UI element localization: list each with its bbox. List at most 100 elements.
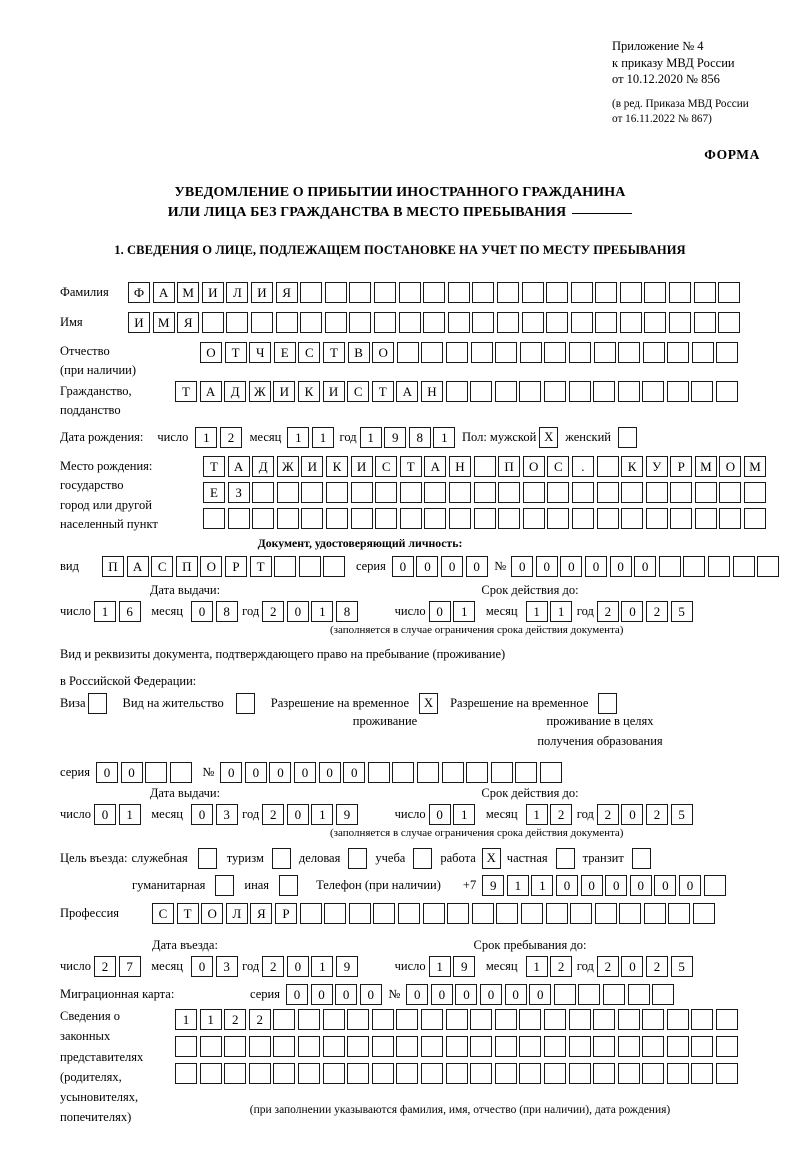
char-cell[interactable] <box>250 312 273 333</box>
char-cell[interactable] <box>644 312 667 333</box>
char-cell[interactable]: С <box>151 556 174 577</box>
char-cell[interactable]: 9 <box>384 427 407 448</box>
char-cell[interactable] <box>571 482 594 503</box>
char-cell[interactable]: 1 <box>94 601 117 622</box>
char-cell[interactable]: 0 <box>621 956 644 977</box>
char-cell[interactable] <box>546 312 569 333</box>
char-cell[interactable] <box>273 1009 296 1030</box>
char-cell[interactable]: 1 <box>175 1009 197 1030</box>
char-cell[interactable] <box>297 1036 320 1057</box>
char-cell[interactable]: 0 <box>560 556 583 577</box>
char-cell[interactable]: М <box>152 312 175 333</box>
char-cell[interactable]: 2 <box>224 1009 247 1030</box>
char-cell[interactable]: С <box>375 456 398 477</box>
char-cell[interactable]: 1 <box>453 804 476 825</box>
char-cell[interactable]: 0 <box>294 762 317 783</box>
char-cell[interactable] <box>274 556 297 577</box>
char-cell[interactable] <box>716 1009 739 1030</box>
char-cell[interactable] <box>691 342 714 363</box>
char-cell[interactable]: 7 <box>118 956 141 977</box>
purpose-humanitarian-checkbox[interactable] <box>215 875 235 896</box>
char-cell[interactable] <box>519 1009 542 1030</box>
char-cell[interactable]: 3 <box>215 804 238 825</box>
char-cell[interactable] <box>570 903 593 924</box>
char-cell[interactable] <box>397 903 420 924</box>
char-cell[interactable]: 0 <box>286 804 309 825</box>
char-cell[interactable] <box>373 282 396 303</box>
char-cell[interactable] <box>595 282 618 303</box>
char-cell[interactable] <box>473 456 496 477</box>
char-cell[interactable]: Н <box>420 381 443 402</box>
char-cell[interactable]: 0 <box>391 556 414 577</box>
char-cell[interactable]: Т <box>249 556 272 577</box>
char-cell[interactable]: Ч <box>249 342 272 363</box>
char-cell[interactable] <box>199 1063 222 1084</box>
char-cell[interactable] <box>691 1063 714 1084</box>
char-cell[interactable] <box>642 1036 665 1057</box>
char-cell[interactable]: Л <box>226 282 249 303</box>
char-cell[interactable]: 0 <box>430 984 453 1005</box>
char-cell[interactable] <box>248 1036 271 1057</box>
char-cell[interactable] <box>546 282 569 303</box>
char-cell[interactable] <box>515 762 538 783</box>
char-cell[interactable]: А <box>126 556 149 577</box>
char-cell[interactable] <box>494 381 517 402</box>
char-cell[interactable]: 1 <box>525 956 548 977</box>
char-cell[interactable]: И <box>301 456 324 477</box>
char-cell[interactable] <box>224 1036 247 1057</box>
char-cell[interactable] <box>273 1036 296 1057</box>
char-cell[interactable] <box>441 762 464 783</box>
char-cell[interactable]: 0 <box>428 601 451 622</box>
char-cell[interactable] <box>645 508 668 529</box>
char-cell[interactable]: 2 <box>550 956 573 977</box>
char-cell[interactable]: 0 <box>95 762 118 783</box>
char-cell[interactable]: О <box>200 342 222 363</box>
char-cell[interactable]: 1 <box>531 875 554 896</box>
char-cell[interactable] <box>227 508 250 529</box>
char-cell[interactable]: И <box>201 282 224 303</box>
char-cell[interactable] <box>718 282 741 303</box>
char-cell[interactable] <box>666 381 689 402</box>
char-cell[interactable]: 0 <box>244 762 267 783</box>
char-cell[interactable] <box>593 342 616 363</box>
char-cell[interactable] <box>683 556 706 577</box>
char-cell[interactable]: 0 <box>480 984 503 1005</box>
char-cell[interactable] <box>568 381 591 402</box>
char-cell[interactable]: 1 <box>433 427 456 448</box>
char-cell[interactable] <box>445 342 468 363</box>
char-cell[interactable]: 1 <box>506 875 529 896</box>
char-cell[interactable]: 0 <box>441 556 464 577</box>
char-cell[interactable]: С <box>347 381 370 402</box>
char-cell[interactable] <box>553 984 576 1005</box>
char-cell[interactable] <box>371 1063 394 1084</box>
char-cell[interactable] <box>145 762 168 783</box>
char-cell[interactable]: М <box>694 456 717 477</box>
char-cell[interactable]: 1 <box>359 427 382 448</box>
char-cell[interactable] <box>703 875 726 896</box>
char-cell[interactable] <box>399 508 422 529</box>
char-cell[interactable] <box>297 1009 320 1030</box>
char-cell[interactable]: Т <box>176 903 199 924</box>
char-cell[interactable] <box>324 903 347 924</box>
char-cell[interactable] <box>199 1036 222 1057</box>
char-cell[interactable]: А <box>227 456 250 477</box>
char-cell[interactable]: 0 <box>654 875 677 896</box>
char-cell[interactable]: 0 <box>535 556 558 577</box>
char-cell[interactable]: 1 <box>118 804 141 825</box>
char-cell[interactable]: Н <box>448 456 471 477</box>
char-cell[interactable]: 3 <box>215 956 238 977</box>
char-cell[interactable]: Т <box>371 381 394 402</box>
char-cell[interactable] <box>423 282 446 303</box>
char-cell[interactable] <box>691 1009 714 1030</box>
char-cell[interactable] <box>421 342 444 363</box>
char-cell[interactable]: И <box>322 381 345 402</box>
char-cell[interactable] <box>323 556 346 577</box>
char-cell[interactable]: 2 <box>94 956 117 977</box>
char-cell[interactable] <box>716 342 739 363</box>
representatives-boxes-2[interactable] <box>175 1036 741 1057</box>
